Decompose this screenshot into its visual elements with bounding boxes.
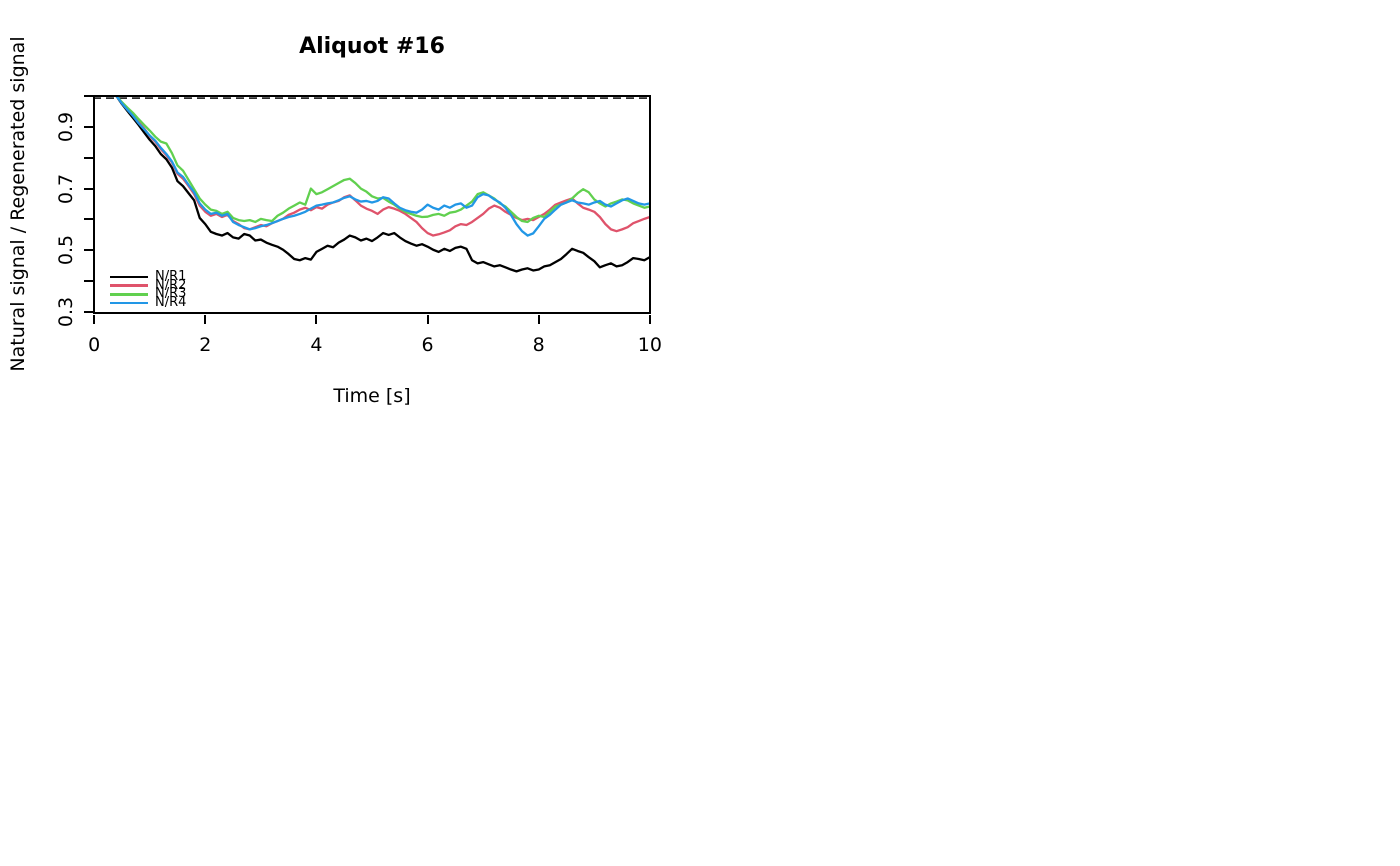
legend-label: N/R4: [155, 295, 187, 310]
y-axis-tick: [84, 249, 93, 252]
legend-line-swatch: [110, 293, 148, 296]
legend-line-swatch: [110, 301, 148, 305]
x-axis-tick: [315, 315, 318, 324]
legend-label: N/R2: [155, 277, 187, 293]
plot-area: [93, 95, 651, 314]
y-axis-tick: [84, 125, 93, 128]
series-line-nr4: [115, 95, 651, 237]
x-axis-tick: [537, 315, 540, 324]
x-axis-tick-label: 6: [421, 334, 434, 356]
x-axis-tick-label: 2: [199, 334, 212, 356]
x-axis-tick-label: 0: [88, 334, 101, 356]
y-axis-tick: [84, 94, 93, 97]
plot-frame: [93, 95, 651, 314]
x-axis-tick-label: 10: [637, 334, 662, 356]
y-axis-tick-label: 0.5: [55, 235, 77, 266]
y-axis-tick-label: 0.9: [55, 111, 77, 142]
y-axis-tick: [84, 280, 93, 283]
x-axis-title: Time [s]: [333, 385, 411, 407]
y-axis-tick: [84, 156, 93, 159]
x-axis-tick: [204, 315, 207, 324]
legend-label: N/R3: [155, 286, 187, 302]
y-axis-title-text: Natural signal / Regenerated signal: [7, 36, 29, 372]
legend-line-swatch: [110, 284, 148, 287]
legend-line-swatch: [110, 275, 148, 279]
series-line-nr3: [115, 95, 651, 224]
series-line-nr2: [115, 95, 651, 237]
legend-label: N/R1: [155, 269, 187, 284]
y-axis-tick: [84, 187, 93, 190]
x-axis-tick: [93, 315, 96, 324]
y-axis-tick: [84, 311, 93, 314]
x-axis-tick: [648, 315, 651, 324]
y-axis-tick-label: 0.3: [55, 297, 77, 328]
y-axis-tick: [84, 218, 93, 221]
chart-title: Aliquot #16: [299, 34, 445, 59]
x-axis-tick-label: 4: [310, 334, 323, 356]
x-axis-tick: [426, 315, 429, 324]
series-line-nr1: [115, 95, 651, 273]
x-axis-tick-label: 8: [532, 334, 545, 356]
y-axis-tick-label: 0.7: [55, 173, 77, 204]
